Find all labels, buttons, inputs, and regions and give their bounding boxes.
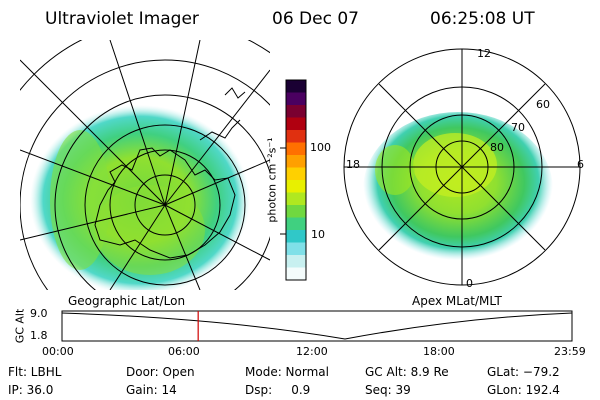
info-mode: Mode: Normal bbox=[245, 365, 329, 379]
gc-alt-xtick: 18:00 bbox=[423, 345, 455, 358]
colorbar-segment bbox=[286, 155, 306, 168]
colorbar-segment bbox=[286, 130, 306, 143]
gc-alt-xtick: 12:00 bbox=[296, 345, 328, 358]
info-filter: Flt: LBHL bbox=[8, 365, 62, 379]
info-glon: GLon: 192.4 bbox=[487, 383, 560, 397]
info-glat: GLat: −79.2 bbox=[487, 365, 560, 379]
colorbar-segment bbox=[286, 105, 306, 118]
geographic-grid bbox=[20, 40, 270, 290]
mlat-label-70: 70 bbox=[511, 121, 525, 134]
gc-alt-curve bbox=[61, 312, 573, 340]
gc-alt-ytick: 1.8 bbox=[30, 329, 48, 342]
time-label: 06:25:08 UT bbox=[430, 9, 535, 29]
colorbar-unit-label: photon cm⁻²s⁻¹ bbox=[265, 137, 279, 223]
info-ip: IP: 36.0 bbox=[8, 383, 54, 397]
colorbar-segment bbox=[286, 192, 306, 206]
colorbar-segment bbox=[286, 180, 306, 193]
colorbar-segment bbox=[286, 267, 306, 281]
colorbar-tick-label-100: 100 bbox=[310, 141, 331, 154]
mlt-label-0: 0 bbox=[466, 277, 473, 290]
colorbar-frame bbox=[285, 79, 307, 281]
magnetic-grid bbox=[343, 48, 581, 286]
gc-alt-xtick: 00:00 bbox=[42, 345, 74, 358]
mlat-label-80: 80 bbox=[490, 141, 504, 154]
instrument-title: Ultraviolet Imager bbox=[45, 9, 199, 29]
info-seq: Seq: 39 bbox=[365, 383, 411, 397]
colorbar-segment bbox=[286, 142, 306, 156]
mlat-label-60: 60 bbox=[536, 98, 550, 111]
colorbar-segment bbox=[286, 80, 306, 93]
colorbar bbox=[286, 80, 306, 281]
colorbar-tick-label-10: 10 bbox=[311, 228, 325, 241]
date-label: 06 Dec 07 bbox=[272, 9, 359, 29]
info-dsp: Dsp: 0.9 bbox=[245, 383, 311, 397]
mlt-label-12: 12 bbox=[477, 47, 491, 60]
left-panel-caption: Geographic Lat/Lon bbox=[68, 294, 186, 308]
gc-alt-xtick: 06:00 bbox=[168, 345, 200, 358]
gc-alt-ylabel: GC Alt bbox=[13, 308, 27, 344]
info-gain: Gain: 14 bbox=[126, 383, 177, 397]
colorbar-segment bbox=[286, 242, 306, 256]
colorbar-segment bbox=[286, 92, 306, 106]
gc-alt-ytick: 9.0 bbox=[30, 307, 48, 320]
coastlines bbox=[94, 87, 246, 259]
gc-alt-xtick: 23:59 bbox=[554, 345, 586, 358]
mlt-label-18: 18 bbox=[346, 158, 360, 171]
magnetic-map bbox=[343, 48, 581, 286]
colorbar-segment bbox=[286, 217, 306, 231]
info-gc-alt: GC Alt: 8.9 Re bbox=[365, 365, 449, 379]
colorbar-segment bbox=[286, 117, 306, 131]
colorbar-segment bbox=[286, 205, 306, 218]
colorbar-segment bbox=[286, 167, 306, 181]
right-panel-caption: Apex MLat/MLT bbox=[412, 294, 502, 308]
colorbar-segment bbox=[286, 255, 306, 268]
geographic-map bbox=[20, 40, 270, 290]
gc-alt-plot-frame bbox=[61, 310, 573, 342]
colorbar-segment bbox=[286, 230, 306, 243]
mlt-label-6: 6 bbox=[577, 158, 584, 171]
info-door: Door: Open bbox=[126, 365, 195, 379]
